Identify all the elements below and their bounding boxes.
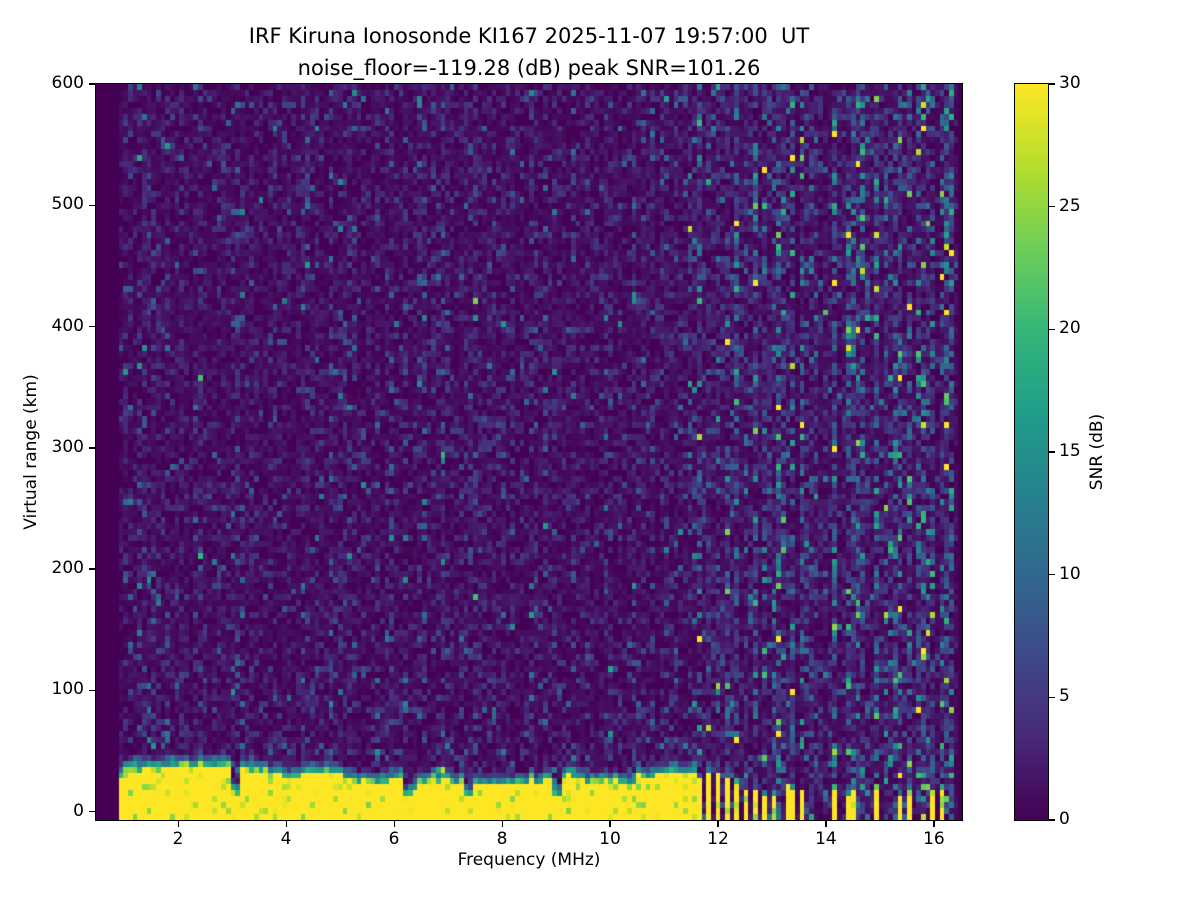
x-tick-label: 14 [815, 829, 837, 849]
colorbar [1014, 83, 1049, 821]
x-tick-mark [285, 821, 288, 827]
colorbar-tick-mark [1049, 451, 1055, 453]
plot-area [95, 83, 963, 821]
colorbar-tick-mark [1049, 328, 1055, 331]
y-tick-label: 600 [51, 73, 84, 93]
y-tick-mark [89, 325, 95, 328]
x-tick-label: 2 [172, 829, 184, 849]
y-tick-label: 300 [51, 436, 84, 457]
y-tick-label: 100 [51, 679, 84, 700]
colorbar-tick-mark [1049, 819, 1055, 821]
x-tick-label: 8 [496, 829, 508, 849]
x-tick-label: 4 [280, 829, 292, 849]
chart-title: IRF Kiruna Ionosonde KI167 2025-11-07 19… [96, 20, 962, 84]
y-tick-label: 200 [51, 558, 84, 578]
colorbar-tick-label: 10 [1059, 563, 1081, 584]
colorbar-tick-label: 15 [1059, 441, 1081, 461]
x-tick-mark [717, 821, 719, 827]
x-tick-label: 6 [388, 829, 400, 849]
colorbar-tick-label: 5 [1059, 686, 1070, 707]
y-tick-mark [89, 83, 95, 85]
colorbar-tick-label: 0 [1059, 809, 1070, 829]
y-tick-label: 500 [51, 194, 84, 215]
y-tick-mark [89, 568, 95, 570]
x-tick-mark [609, 821, 611, 827]
x-tick-label: 10 [599, 829, 621, 849]
colorbar-tick-mark [1049, 83, 1055, 85]
colorbar-label: SNR (dB) [1087, 413, 1107, 491]
y-axis-label: Virtual range (km) [21, 374, 41, 530]
x-axis-label: Frequency (MHz) [457, 850, 601, 870]
x-tick-mark [501, 821, 503, 827]
colorbar-tick-mark [1049, 696, 1055, 699]
y-tick-label: 400 [51, 315, 84, 336]
colorbar-tick-label: 20 [1059, 318, 1081, 339]
chart-title-line2: noise_floor=-119.28 (dB) peak SNR=101.26 [297, 56, 761, 80]
x-tick-label: 12 [707, 829, 729, 849]
colorbar-tick-mark [1049, 205, 1055, 208]
x-tick-mark [933, 821, 935, 827]
y-tick-mark [89, 689, 95, 691]
x-tick-label: 16 [923, 829, 945, 849]
colorbar-tick-label: 30 [1059, 73, 1081, 93]
y-tick-mark [89, 447, 95, 449]
y-tick-mark [89, 204, 95, 206]
x-tick-mark [393, 821, 396, 827]
y-tick-label: 0 [73, 800, 84, 821]
y-tick-mark [89, 810, 95, 813]
x-tick-mark [825, 821, 827, 827]
x-tick-mark [177, 821, 180, 827]
colorbar-tick-label: 25 [1059, 195, 1081, 216]
colorbar-tick-mark [1049, 573, 1055, 576]
ionogram-heatmap-canvas [96, 84, 962, 820]
chart-title-line1: IRF Kiruna Ionosonde KI167 2025-11-07 19… [248, 24, 810, 48]
